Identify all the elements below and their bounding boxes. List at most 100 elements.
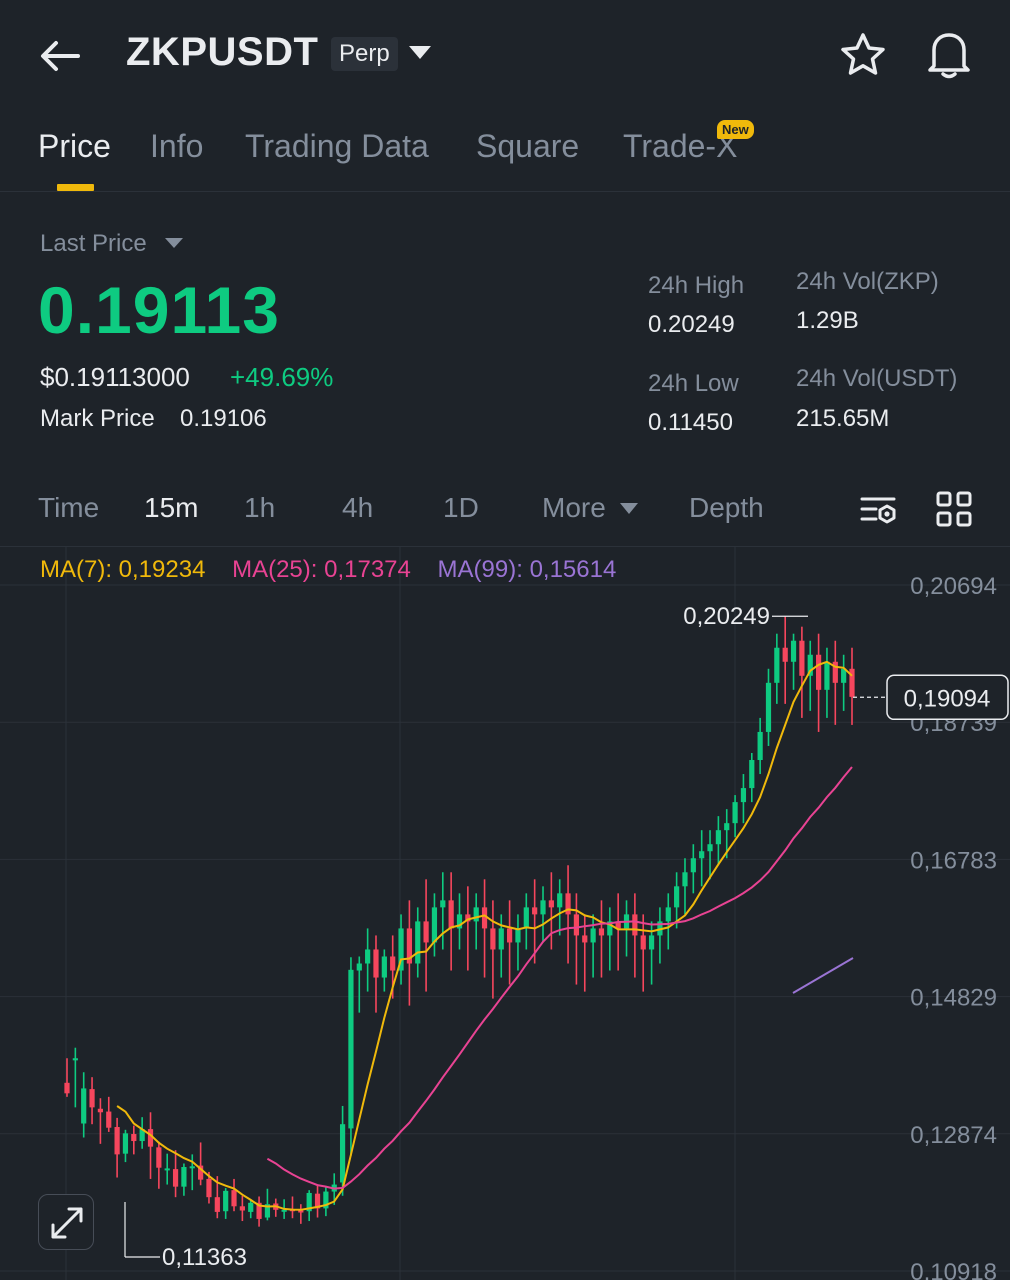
candle-body: [106, 1111, 112, 1128]
candle-body: [557, 893, 563, 908]
candle-body: [298, 1210, 304, 1213]
candle-body: [799, 640, 805, 676]
candle-body: [423, 921, 429, 943]
candle-body: [231, 1190, 237, 1207]
candle-body: [841, 668, 847, 683]
candle-body: [365, 949, 371, 964]
candle-body: [490, 928, 496, 950]
candle-body: [824, 661, 830, 690]
change-percent: +49.69%: [230, 362, 334, 392]
candle-body: [122, 1133, 129, 1154]
interval-more[interactable]: More: [542, 492, 606, 523]
ma-indicator-row: MA(7): 0,19234 MA(25): 0,17374 MA(99): 0…: [40, 556, 616, 584]
candle-body: [648, 935, 655, 950]
candle-body: [64, 1082, 70, 1094]
candle-body: [507, 928, 513, 943]
vol-zkp-label: 24h Vol(ZKP): [796, 268, 939, 295]
symbol-title[interactable]: ZKPUSDT: [126, 30, 319, 74]
candle-body: [540, 900, 546, 915]
candle-body: [782, 647, 788, 662]
expand-chart-button[interactable]: [38, 1194, 94, 1250]
more-caret-icon[interactable]: [620, 503, 638, 514]
candle-body: [256, 1202, 262, 1219]
candle-body: [348, 969, 354, 1129]
layout-grid-icon[interactable]: [935, 490, 973, 528]
vol-usdt-label: 24h Vol(USDT): [796, 365, 958, 392]
candle-body: [248, 1202, 254, 1212]
candle-body: [314, 1193, 321, 1209]
tab-trading-data[interactable]: Trading Data: [245, 128, 429, 164]
ma99-value: MA(99): 0,15614: [437, 556, 617, 583]
high-label: 24h High: [648, 272, 745, 299]
candle-body: [498, 928, 504, 950]
candle-body: [815, 654, 822, 690]
mark-price-label: Mark Price: [40, 405, 155, 432]
tab-info[interactable]: Info: [150, 128, 204, 164]
candle-body: [573, 914, 580, 936]
candle-body: [198, 1165, 204, 1180]
candle-body: [732, 802, 738, 824]
candle-body: [765, 682, 772, 732]
candle-body: [832, 661, 838, 683]
candle-body: [757, 731, 763, 761]
candle-body: [139, 1129, 145, 1142]
candle-body: [607, 921, 613, 936]
candle-body: [448, 900, 454, 929]
candle-body: [390, 956, 396, 971]
candle-body: [181, 1167, 187, 1187]
candle-body: [598, 928, 605, 936]
caret-down-icon[interactable]: [409, 46, 431, 59]
low-value: 0.11450: [648, 409, 733, 436]
interval-time[interactable]: Time: [38, 492, 100, 523]
interval-15m[interactable]: 15m: [144, 492, 199, 523]
candle-body: [147, 1129, 154, 1147]
contract-type-badge: Perp: [331, 37, 398, 71]
y-tick-label: 0,12874: [910, 1122, 997, 1149]
candle-body: [431, 907, 438, 943]
candlestick-chart[interactable]: 0,206940,187390,167830,148290,128740,109…: [0, 547, 1010, 1280]
last-price-label[interactable]: Last Price: [40, 230, 147, 257]
current-price-tag[interactable]: [886, 674, 1009, 721]
candle-body: [89, 1089, 95, 1108]
candle-body: [223, 1190, 229, 1212]
candle-body: [114, 1127, 120, 1155]
interval-1h[interactable]: 1h: [244, 492, 276, 523]
interval-1d[interactable]: 1D: [443, 492, 479, 523]
candle-body: [164, 1168, 170, 1171]
candle-body: [774, 647, 780, 683]
candle-body: [548, 900, 554, 908]
candle-body: [72, 1058, 78, 1061]
ma7-value: MA(7): 0,19234: [40, 556, 206, 583]
current-price-label: 0,19094: [904, 685, 991, 712]
candle-body: [515, 928, 521, 943]
candle-body: [807, 654, 813, 676]
main-tabs: Price Info Trading Data Square Trade-X: [0, 118, 1010, 192]
bell-icon[interactable]: [924, 28, 974, 80]
back-arrow-icon[interactable]: [38, 34, 82, 78]
candle-body: [481, 907, 488, 929]
chart-settings-icon[interactable]: [858, 490, 898, 530]
candle-body: [740, 788, 747, 803]
candle-body: [281, 1209, 287, 1212]
usd-price: $0.19113000: [40, 362, 190, 392]
candle-body: [264, 1204, 271, 1218]
interval-4h[interactable]: 4h: [342, 492, 374, 523]
candle-body: [131, 1134, 137, 1142]
vol-zkp-value: 1.29B: [796, 307, 859, 334]
candle-body: [373, 949, 379, 978]
candle-body: [849, 668, 855, 697]
candle-body: [356, 963, 362, 971]
active-tab-indicator: [57, 184, 94, 191]
last-price-caret-icon[interactable]: [165, 238, 183, 248]
tab-square[interactable]: Square: [476, 128, 580, 164]
star-icon[interactable]: [838, 30, 888, 80]
candle-body: [682, 872, 688, 887]
tab-price[interactable]: Price: [38, 128, 111, 164]
depth-tab[interactable]: Depth: [689, 492, 764, 523]
candle-body: [415, 921, 421, 964]
price-chart[interactable]: 0,20694 0,18739 0,16783 0,14829 0,12874 0,109…: [0, 546, 1010, 1280]
y-tick-label: 0,20694: [910, 573, 997, 600]
candle-body: [749, 760, 755, 789]
candle-body: [473, 907, 479, 922]
candle-body: [206, 1178, 212, 1198]
